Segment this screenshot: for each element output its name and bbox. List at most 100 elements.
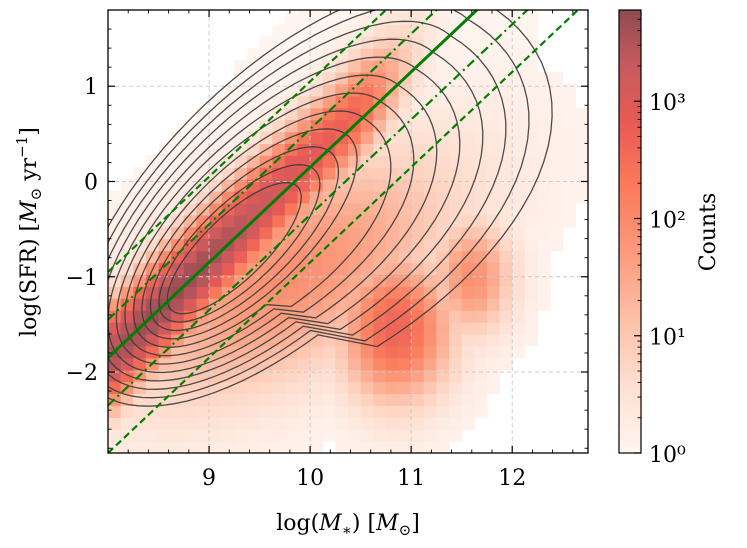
heatmap-cell — [221, 143, 235, 156]
heatmap-cell — [183, 262, 198, 275]
heatmap-cell — [196, 226, 210, 240]
heatmap-cell — [550, 226, 564, 240]
heatmap-cell — [209, 143, 223, 156]
heatmap-cell — [524, 226, 539, 240]
heatmap-cell — [108, 405, 122, 418]
heatmap-cell — [196, 238, 210, 252]
heatmap-cell — [335, 238, 349, 252]
heatmap-cell — [373, 322, 387, 335]
heatmap-cell — [436, 226, 450, 240]
heatmap-cell — [411, 322, 425, 335]
heatmap-cell — [385, 155, 400, 168]
heatmap-cell — [348, 143, 362, 156]
heatmap-cell — [411, 179, 425, 192]
heatmap-cell — [550, 83, 564, 97]
heatmap-cell — [373, 71, 387, 85]
heatmap-cell — [348, 405, 362, 418]
heatmap-cell — [246, 48, 261, 61]
heatmap-cell — [272, 83, 286, 97]
heatmap-cell — [398, 238, 412, 252]
heatmap-cell — [335, 393, 349, 406]
heatmap-cell — [120, 286, 134, 299]
density-contours — [108, 10, 553, 407]
heatmap-cell — [499, 298, 513, 311]
heatmap-cell — [335, 119, 349, 133]
heatmap-cell — [272, 226, 286, 240]
heatmap-cell — [234, 405, 248, 418]
heatmap-cell — [209, 262, 223, 275]
heatmap-cell — [423, 262, 438, 275]
heatmap-cell — [423, 131, 438, 144]
heatmap-cell — [373, 250, 387, 264]
heatmap-cell — [423, 393, 438, 406]
heatmap-cell — [133, 250, 147, 264]
heatmap-cell — [158, 429, 172, 442]
heatmap-cell — [524, 24, 539, 37]
heatmap-cell — [158, 167, 172, 180]
heatmap-cell — [246, 417, 261, 430]
heatmap-cell — [550, 155, 564, 168]
heatmap-cell — [196, 393, 210, 406]
heatmap-cell — [322, 24, 336, 37]
heatmap-cell — [284, 357, 299, 371]
heatmap-cell — [436, 441, 450, 453]
heatmap-cell — [411, 191, 425, 204]
heatmap-cell — [246, 155, 261, 168]
heatmap-cell — [246, 381, 261, 395]
heatmap-cell — [183, 441, 198, 453]
heatmap-cell — [385, 10, 400, 13]
heatmap-cell — [360, 179, 374, 192]
heatmap-cell — [171, 226, 185, 240]
heatmap-cell — [385, 191, 400, 204]
heatmap-cell — [348, 60, 362, 73]
heatmap-cell — [512, 322, 526, 335]
heatmap-cell — [335, 202, 349, 216]
heatmap-cell — [246, 83, 261, 97]
heatmap-cell — [550, 143, 564, 156]
heatmap-cell — [512, 95, 526, 109]
heatmap-cell — [474, 191, 488, 204]
heatmap-cell — [373, 60, 387, 73]
heatmap-cell — [348, 393, 362, 406]
heatmap-cell — [196, 131, 210, 144]
heatmap-cell — [461, 417, 475, 430]
heatmap-cell — [373, 131, 387, 144]
heatmap-cell — [398, 214, 412, 228]
heatmap-cell — [499, 167, 513, 180]
heatmap-cell — [246, 202, 261, 216]
heatmap-cell — [310, 369, 324, 383]
heatmap-cell — [486, 191, 501, 204]
heatmap-cell — [436, 262, 450, 275]
heatmap-cell — [550, 202, 564, 216]
heatmap-cell — [209, 274, 223, 287]
heatmap-cell — [537, 298, 551, 311]
heatmap-cell — [196, 429, 210, 442]
heatmap-cell — [234, 107, 248, 121]
heatmap-cell — [246, 226, 261, 240]
heatmap-cell — [385, 262, 400, 275]
heatmap-cell — [133, 298, 147, 311]
heatmap-cell — [411, 286, 425, 299]
heatmap-cell — [385, 369, 400, 383]
heatmap-cell — [550, 167, 564, 180]
heatmap-cell — [499, 333, 513, 347]
heatmap-cell — [234, 262, 248, 275]
heatmap-cell — [171, 405, 185, 418]
heatmap-cell — [209, 226, 223, 240]
heatmap-cell — [348, 179, 362, 192]
heatmap-cell — [474, 143, 488, 156]
heatmap-cell — [209, 310, 223, 323]
heatmap-cell — [348, 369, 362, 383]
heatmap-cell — [562, 131, 576, 144]
heatmap-cell — [221, 250, 235, 264]
heatmap-cell — [499, 36, 513, 49]
heatmap-cell — [436, 155, 450, 168]
heatmap-cell — [524, 143, 539, 156]
heatmap-cell — [449, 95, 463, 109]
heatmap-cell — [272, 250, 286, 264]
heatmap-cell — [272, 274, 286, 287]
heatmap-cell — [411, 71, 425, 85]
heatmap-cell — [171, 357, 185, 371]
heatmap-cell — [234, 333, 248, 347]
heatmap-cell — [423, 322, 438, 335]
